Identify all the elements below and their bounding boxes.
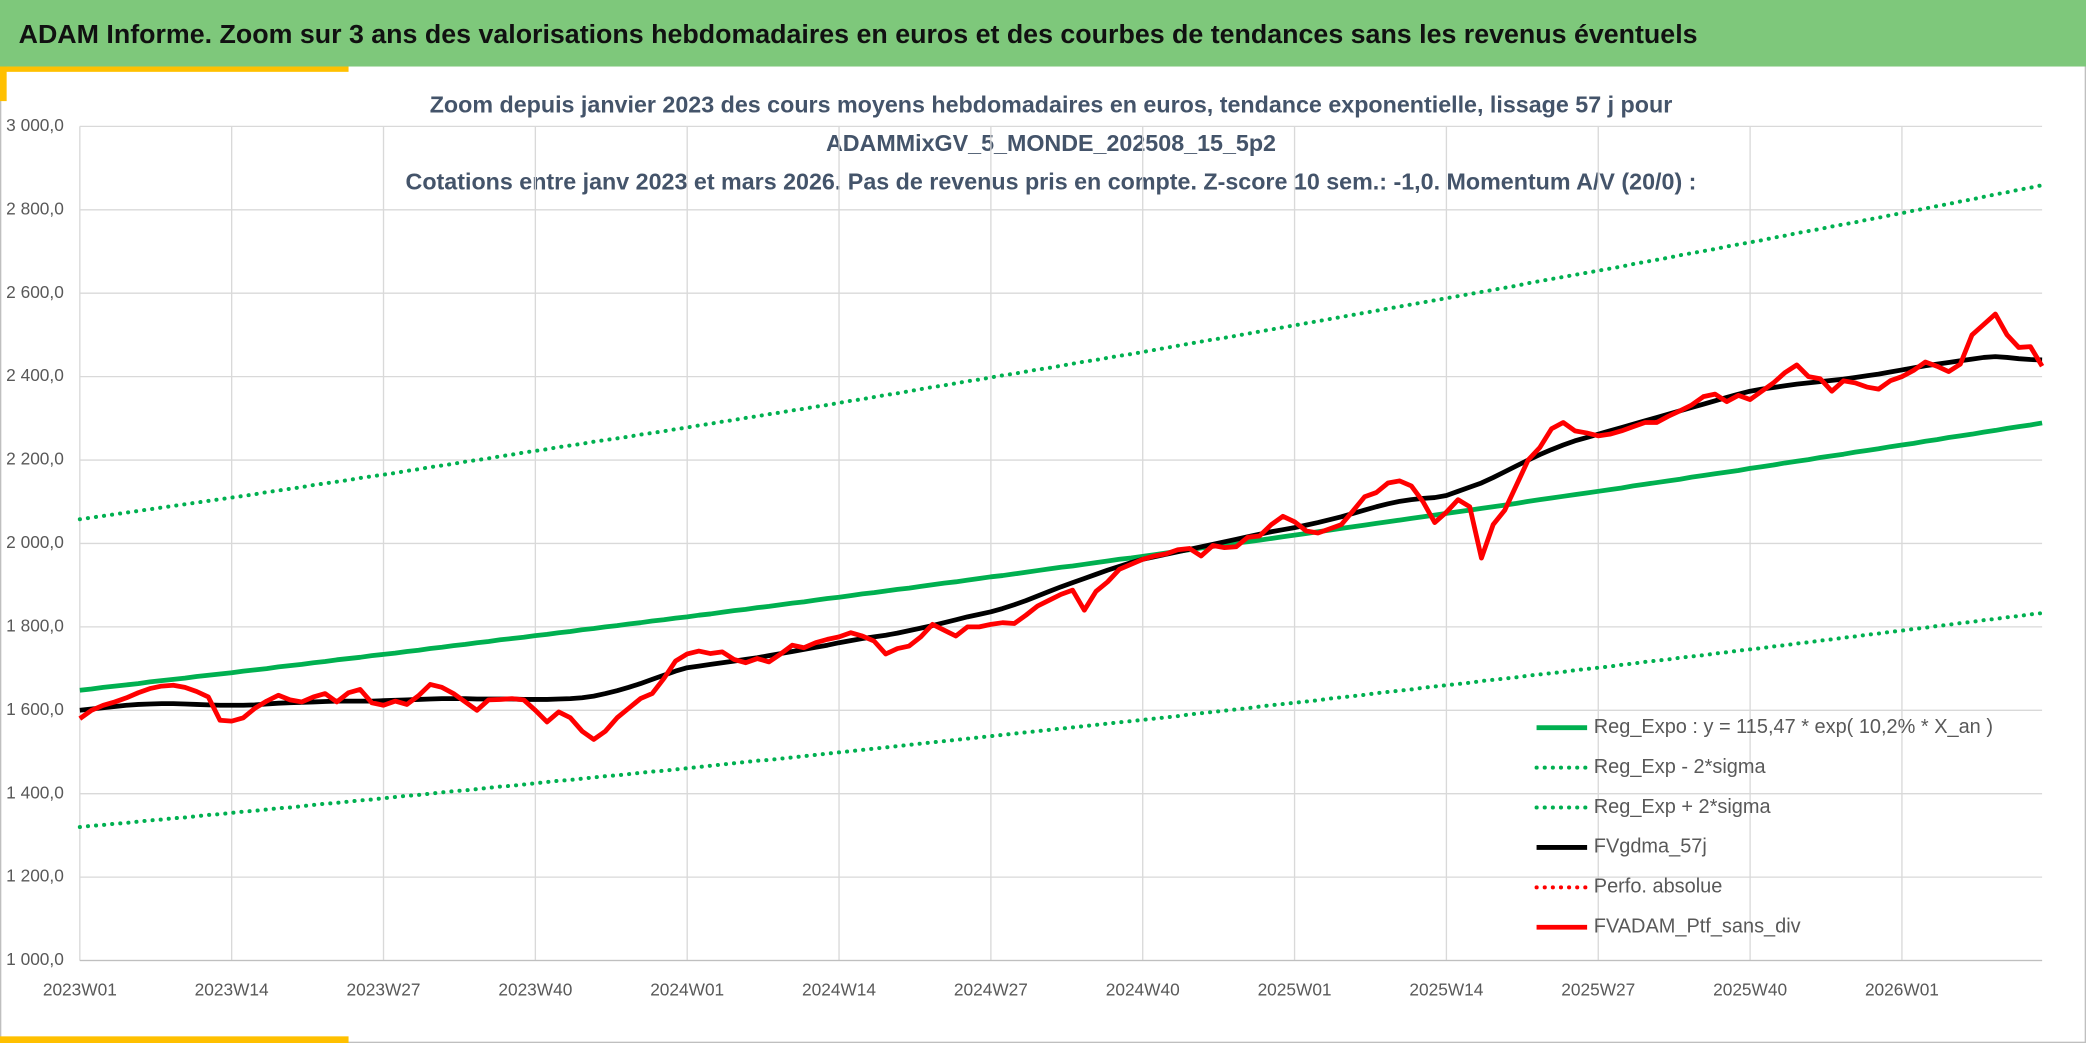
accent (0, 66, 349, 72)
series-line (78, 311, 2045, 742)
chart-title: ADAMMixGV_5_MONDE_202508_15_5p2 (826, 130, 1276, 156)
legend-label: Reg_Exp + 2*sigma (1594, 796, 1772, 818)
y-tick-label: 1 800,0 (6, 615, 64, 635)
header-bar (0, 0, 2086, 67)
x-tick-label: 2023W14 (195, 980, 269, 1000)
y-tick-label: 1 000,0 (6, 949, 64, 969)
series-line (79, 354, 2043, 713)
x-tick-label: 2025W27 (1561, 980, 1635, 1000)
x-tick-label: 2024W01 (650, 980, 724, 1000)
x-tick-label: 2025W01 (1258, 980, 1332, 1000)
x-tick-label: 2025W14 (1409, 980, 1483, 1000)
y-tick-label: 2 400,0 (6, 365, 64, 385)
y-tick-label: 2 600,0 (6, 282, 64, 302)
series-line (79, 420, 2043, 693)
accent (0, 66, 7, 102)
y-tick-label: 1 600,0 (6, 699, 64, 719)
legend-label: Reg_Exp - 2*sigma (1594, 756, 1767, 778)
y-tick-label: 3 000,0 (6, 115, 64, 135)
y-tick-label: 2 800,0 (6, 198, 64, 218)
x-tick-label: 2023W01 (43, 980, 117, 1000)
accent (0, 1036, 349, 1043)
chart-title: Zoom depuis janvier 2023 des cours moyen… (430, 92, 1673, 118)
y-tick-label: 2 200,0 (6, 449, 64, 469)
x-tick-label: 2024W14 (802, 980, 876, 1000)
chart-title: Cotations entre janv 2023 et mars 2026. … (406, 169, 1697, 195)
x-tick-label: 2026W01 (1865, 980, 1939, 1000)
y-tick-label: 1 400,0 (6, 782, 64, 802)
page-title: ADAM Informe. Zoom sur 3 ans des valoris… (19, 21, 1698, 49)
y-tick-label: 2 000,0 (6, 532, 64, 552)
legend-label: Perfo. absolue (1594, 876, 1723, 898)
legend-label: FVgdma_57j (1594, 836, 1707, 858)
x-tick-label: 2023W27 (347, 980, 421, 1000)
x-tick-label: 2024W27 (954, 980, 1028, 1000)
x-tick-label: 2025W40 (1713, 980, 1787, 1000)
x-tick-label: 2024W40 (1106, 980, 1180, 1000)
y-tick-label: 1 200,0 (6, 866, 64, 886)
x-tick-label: 2023W40 (498, 980, 572, 1000)
legend-label: Reg_Expo : y = 115,47 * exp( 10,2% * X_a… (1594, 716, 1993, 738)
legend-label: FVADAM_Ptf_sans_div (1594, 916, 1801, 938)
